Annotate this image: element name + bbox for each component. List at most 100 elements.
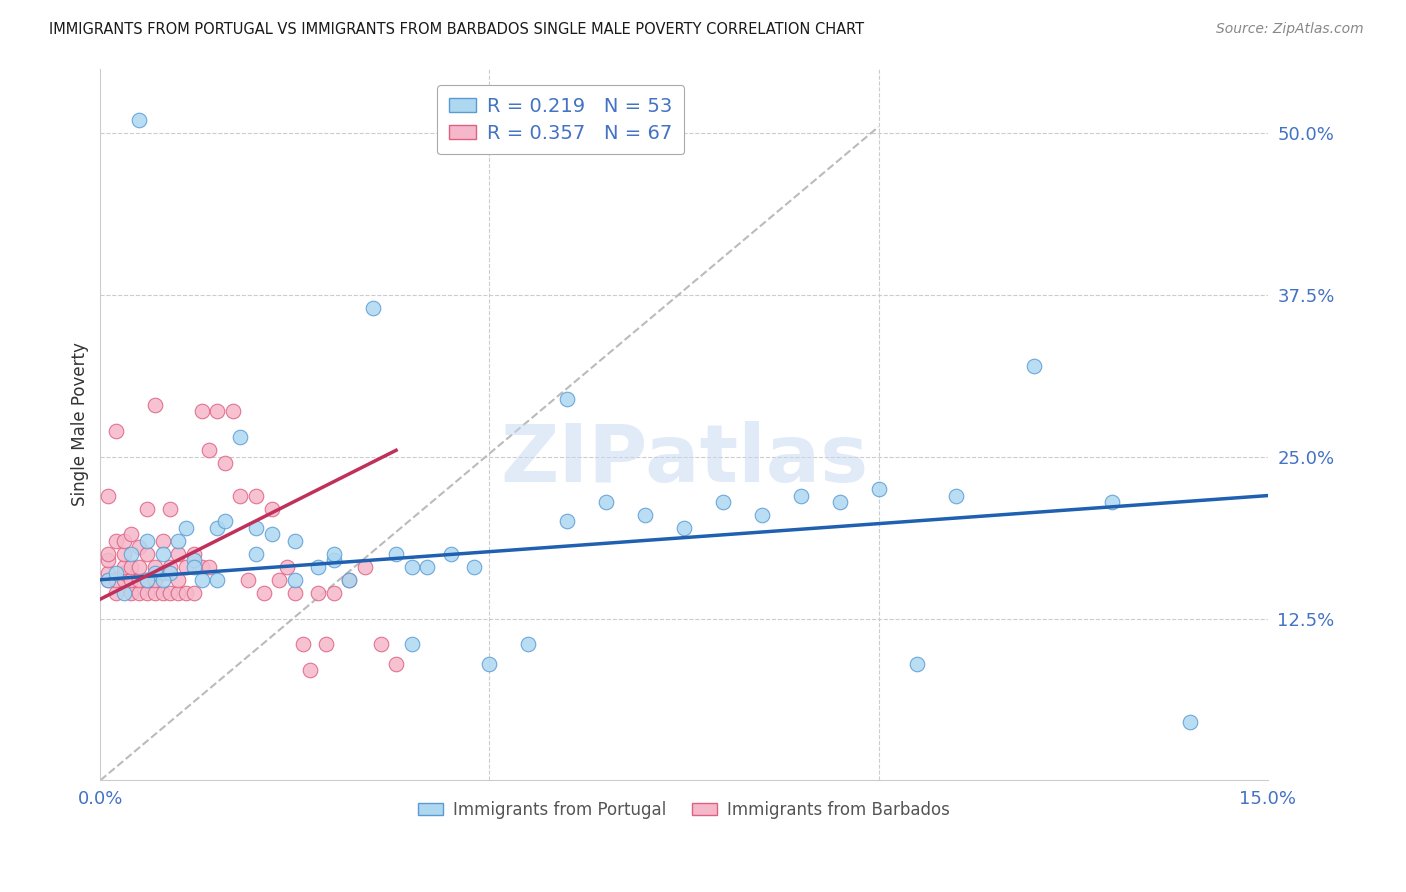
Point: [152, 585, 174, 599]
Point: [97, 573, 120, 587]
Point: [307, 559, 329, 574]
Point: [159, 559, 181, 574]
Point: [159, 566, 181, 581]
Point: [167, 547, 190, 561]
Point: [128, 541, 150, 555]
Point: [478, 657, 501, 671]
Point: [284, 533, 307, 548]
Point: [183, 559, 205, 574]
Point: [112, 559, 135, 574]
Point: [555, 515, 578, 529]
Point: [221, 404, 243, 418]
Point: [152, 573, 174, 587]
Point: [104, 533, 127, 548]
Point: [121, 573, 143, 587]
Point: [97, 489, 120, 503]
Point: [167, 573, 190, 587]
Point: [790, 489, 813, 503]
Point: [104, 585, 127, 599]
Point: [945, 489, 967, 503]
Point: [136, 585, 159, 599]
Point: [828, 495, 851, 509]
Point: [198, 559, 221, 574]
Point: [136, 533, 159, 548]
Point: [517, 637, 540, 651]
Point: [751, 508, 773, 522]
Text: Source: ZipAtlas.com: Source: ZipAtlas.com: [1216, 22, 1364, 37]
Point: [337, 573, 360, 587]
Text: ZIPatlas: ZIPatlas: [501, 421, 868, 499]
Point: [1024, 359, 1046, 374]
Point: [97, 573, 120, 587]
Point: [284, 585, 307, 599]
Point: [152, 533, 174, 548]
Point: [315, 637, 337, 651]
Point: [143, 559, 166, 574]
Point: [152, 547, 174, 561]
Point: [401, 637, 423, 651]
Point: [370, 637, 392, 651]
Point: [121, 527, 143, 541]
Point: [260, 527, 283, 541]
Point: [143, 566, 166, 581]
Point: [152, 566, 174, 581]
Point: [198, 443, 221, 458]
Point: [322, 585, 344, 599]
Point: [322, 553, 344, 567]
Point: [159, 585, 181, 599]
Point: [269, 573, 291, 587]
Point: [183, 547, 205, 561]
Point: [416, 559, 439, 574]
Point: [190, 559, 212, 574]
Point: [205, 573, 228, 587]
Point: [128, 585, 150, 599]
Point: [401, 559, 423, 574]
Point: [385, 547, 408, 561]
Point: [307, 585, 329, 599]
Point: [299, 663, 322, 677]
Point: [291, 637, 314, 651]
Point: [555, 392, 578, 406]
Point: [205, 521, 228, 535]
Point: [439, 547, 461, 561]
Point: [337, 573, 360, 587]
Point: [121, 559, 143, 574]
Point: [205, 404, 228, 418]
Point: [97, 547, 120, 561]
Point: [121, 585, 143, 599]
Point: [143, 585, 166, 599]
Point: [143, 573, 166, 587]
Point: [868, 482, 890, 496]
Point: [214, 515, 236, 529]
Point: [159, 501, 181, 516]
Point: [183, 585, 205, 599]
Point: [284, 573, 307, 587]
Point: [128, 559, 150, 574]
Point: [136, 501, 159, 516]
Point: [143, 398, 166, 412]
Point: [112, 585, 135, 599]
Point: [229, 489, 252, 503]
Point: [354, 559, 377, 574]
Point: [361, 301, 384, 315]
Point: [112, 533, 135, 548]
Point: [136, 547, 159, 561]
Point: [711, 495, 734, 509]
Point: [104, 566, 127, 581]
Point: [672, 521, 695, 535]
Point: [1178, 714, 1201, 729]
Point: [229, 430, 252, 444]
Point: [112, 566, 135, 581]
Point: [112, 547, 135, 561]
Legend: Immigrants from Portugal, Immigrants from Barbados: Immigrants from Portugal, Immigrants fro…: [412, 794, 956, 825]
Point: [595, 495, 617, 509]
Point: [174, 559, 197, 574]
Point: [190, 573, 212, 587]
Point: [136, 573, 159, 587]
Point: [174, 585, 197, 599]
Point: [1101, 495, 1123, 509]
Point: [121, 547, 143, 561]
Point: [167, 585, 190, 599]
Text: IMMIGRANTS FROM PORTUGAL VS IMMIGRANTS FROM BARBADOS SINGLE MALE POVERTY CORRELA: IMMIGRANTS FROM PORTUGAL VS IMMIGRANTS F…: [49, 22, 865, 37]
Point: [322, 547, 344, 561]
